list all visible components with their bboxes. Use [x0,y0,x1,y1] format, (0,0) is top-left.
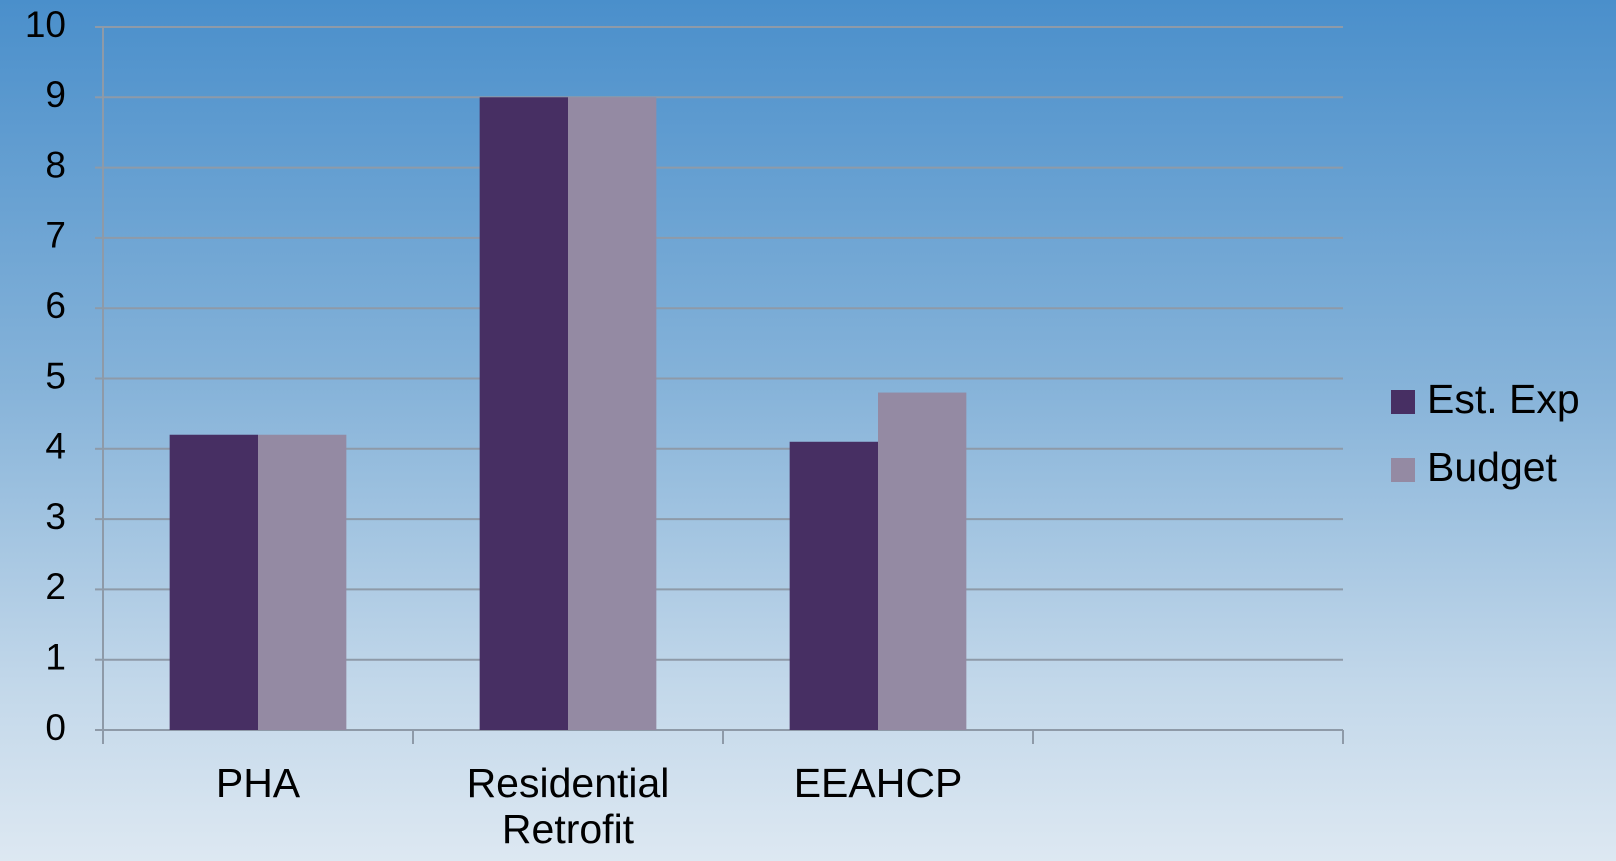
bar [169,434,258,730]
bar [568,97,657,731]
y-tick-label: 2 [45,566,66,607]
bar [479,97,568,731]
bar [258,434,347,730]
x-tick-label: Residential Retrofit [466,760,670,852]
bar [878,392,967,730]
y-tick-label: 7 [45,215,66,256]
y-tick-label: 3 [45,496,66,537]
bar [789,441,878,730]
y-tick-label: 4 [45,426,66,467]
x-tick-label: EEAHCP [793,760,963,806]
y-tick-label: 8 [45,144,66,185]
y-tick-label: 1 [45,636,66,677]
y-tick-label: 9 [45,74,66,115]
y-tick-label: 5 [45,355,66,396]
y-tick-label: 6 [45,285,66,326]
legend-label: Budget [1427,444,1558,490]
y-tick-label: 0 [45,707,66,748]
x-tick-label: PHA [215,760,301,806]
legend-label: Est. Exp [1427,376,1580,422]
y-tick-label: 10 [25,4,66,45]
legend-swatch [1391,390,1415,414]
legend-swatch [1391,458,1415,482]
